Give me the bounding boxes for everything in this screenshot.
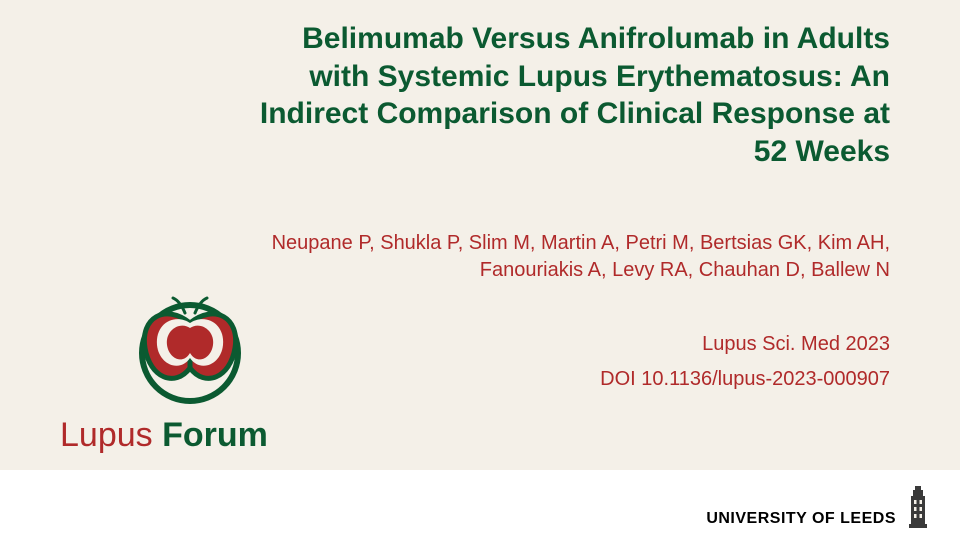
- university-text: UNIVERSITY OF LEEDS: [706, 510, 896, 528]
- slide-title: Belimumab Versus Anifrolumab in Adults w…: [250, 20, 890, 170]
- logo-word-forum: Forum: [153, 416, 268, 454]
- journal-block: Lupus Sci. Med 2023: [250, 330, 890, 358]
- slide-footer-area: UNIVERSITY OF LEEDS: [0, 470, 960, 540]
- logo-word-lupus: Lupus: [60, 416, 153, 454]
- tower-icon: [906, 486, 930, 528]
- slide-main-area: Belimumab Versus Anifrolumab in Adults w…: [0, 0, 960, 470]
- logo-text: Lupus Forum: [60, 416, 320, 455]
- lupus-forum-logo: Lupus Forum: [60, 293, 320, 455]
- doi-block: DOI 10.1136/lupus-2023-000907: [250, 365, 890, 393]
- journal-text: Lupus Sci. Med 2023: [250, 330, 890, 358]
- title-block: Belimumab Versus Anifrolumab in Adults w…: [250, 20, 890, 170]
- butterfly-icon: [125, 293, 255, 408]
- authors-block: Neupane P, Shukla P, Slim M, Martin A, P…: [250, 230, 890, 284]
- university-logo: UNIVERSITY OF LEEDS: [706, 486, 930, 528]
- authors-text: Neupane P, Shukla P, Slim M, Martin A, P…: [250, 230, 890, 284]
- doi-text: DOI 10.1136/lupus-2023-000907: [250, 365, 890, 393]
